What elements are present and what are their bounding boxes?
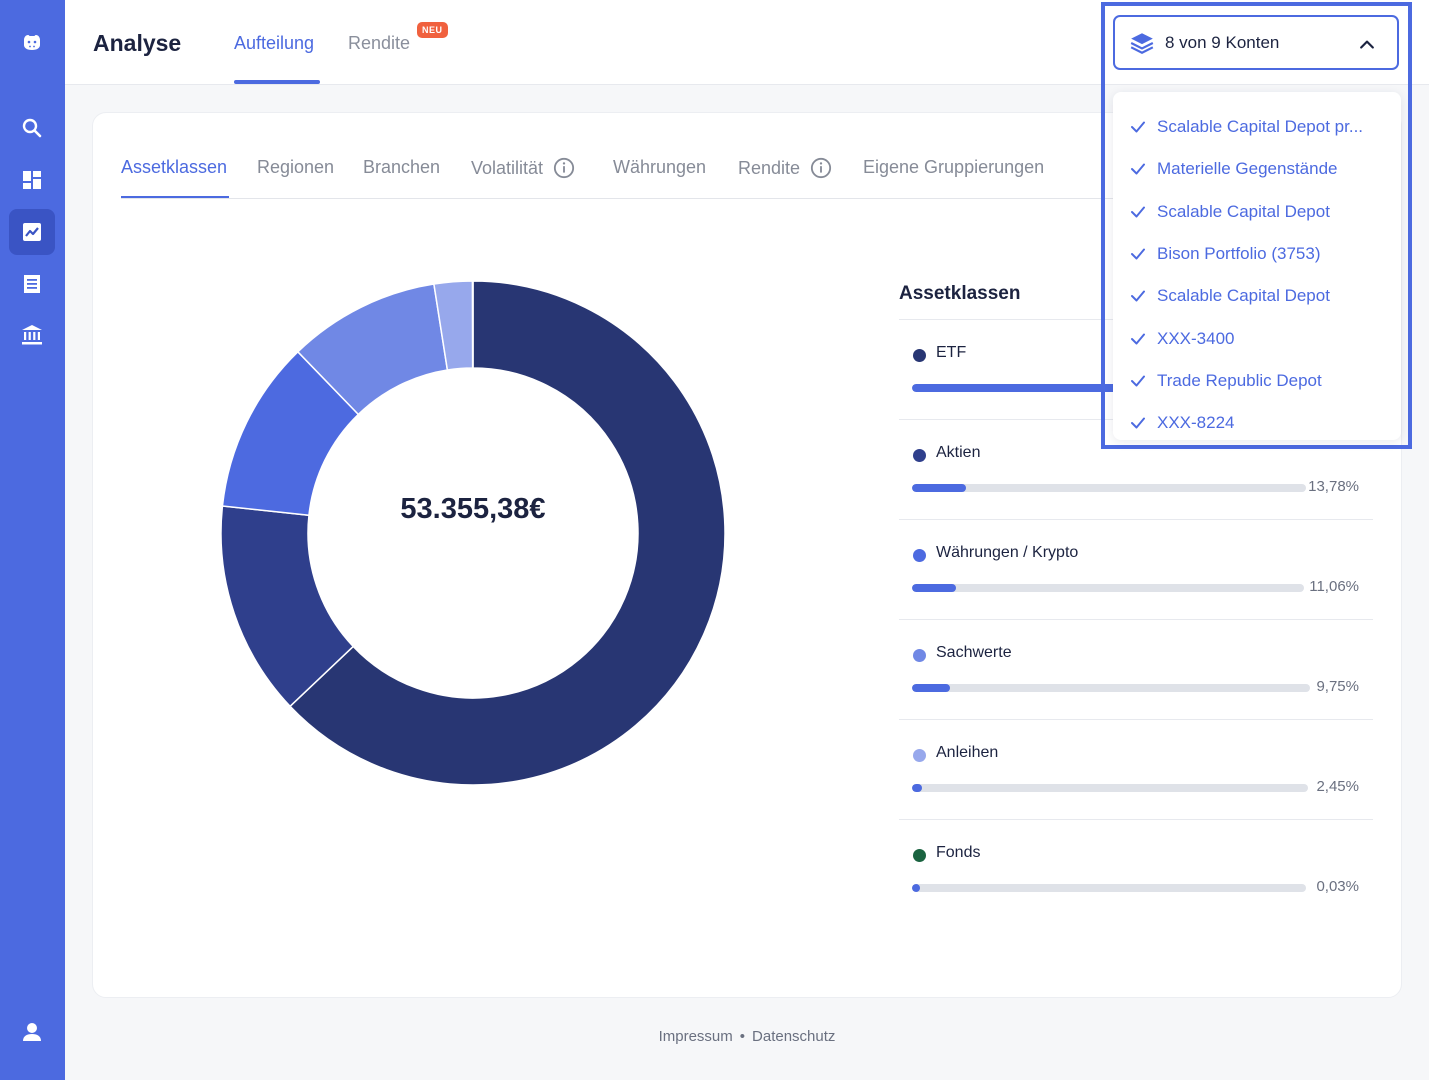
legend-label: Fonds	[936, 844, 981, 861]
legend-percentage: 13,78%	[1308, 478, 1359, 495]
legend-title: Assetklassen	[899, 283, 1021, 304]
check-icon	[1131, 333, 1145, 344]
account-dropdown: Scalable Capital Depot pr... Materielle G…	[1113, 92, 1401, 440]
progress-fill	[912, 584, 956, 592]
account-option-label: XXX-8224	[1157, 413, 1235, 433]
progress-fill	[912, 384, 1160, 392]
chevron-up-icon[interactable]	[1357, 35, 1377, 55]
check-icon	[1131, 417, 1145, 429]
account-option-label: Scalable Capital Depot	[1157, 201, 1330, 221]
account-selector-highlight	[1101, 2, 1412, 449]
legend-row[interactable]: Währungen / Krypto 11,06%	[899, 519, 1373, 619]
tab-active-indicator	[234, 80, 320, 84]
chart-icon[interactable]	[9, 209, 55, 255]
legend-dot	[913, 349, 926, 362]
progress-fill	[912, 684, 951, 692]
check-icon	[1131, 206, 1145, 218]
account-option-label: Trade Republic Depot	[1157, 370, 1322, 390]
legend-dot	[913, 549, 926, 562]
tab-aufteilung[interactable]: Aufteilung	[234, 33, 315, 53]
legend-percentage: 9,75%	[1316, 678, 1359, 695]
subtab-volatilitaet[interactable]: Volatilität	[471, 157, 575, 179]
progress-bar	[912, 684, 1310, 692]
subtab-regionen[interactable]: Regionen	[257, 157, 335, 177]
legend-row[interactable]: Fonds 0,03%	[899, 819, 1373, 919]
legend-label: Aktien	[936, 444, 981, 461]
subtab-assetklassen[interactable]: Assetklassen	[121, 157, 228, 177]
legend-label: Währungen / Krypto	[936, 544, 1079, 561]
allocation-donut-chart	[220, 280, 726, 786]
account-option-label: Scalable Capital Depot	[1157, 286, 1330, 306]
sidebar	[0, 0, 65, 1080]
info-icon[interactable]	[810, 157, 832, 179]
subtab-active-indicator	[121, 196, 229, 198]
legend-dot	[913, 449, 926, 462]
account-option[interactable]: Trade Republic Depot	[1113, 360, 1401, 402]
progress-bar	[912, 884, 1306, 892]
bank-icon[interactable]	[9, 312, 55, 358]
donut-slice-etf[interactable]	[288, 280, 726, 786]
page-title: Analyse	[93, 30, 182, 56]
subtab-rendite[interactable]: Rendite	[738, 157, 832, 179]
account-option[interactable]: Materielle Gegenstände	[1113, 148, 1401, 190]
legend-dot	[913, 749, 926, 762]
account-option[interactable]: XXX-3400	[1113, 318, 1401, 360]
transactions-icon[interactable]	[9, 261, 55, 307]
legend-percentage: 11,06%	[1309, 578, 1359, 595]
progress-fill	[912, 484, 967, 492]
check-icon	[1131, 290, 1145, 302]
legend-percentage: 0,03%	[1316, 878, 1359, 895]
progress-fill	[912, 784, 922, 792]
legend-label: ETF	[936, 344, 967, 361]
tab-rendite[interactable]: Rendite	[348, 33, 411, 53]
subtab-eigene-gruppierungen[interactable]: Eigene Gruppierungen	[863, 157, 1045, 177]
check-icon	[1131, 375, 1145, 387]
search-icon[interactable]	[9, 105, 55, 151]
account-option[interactable]: Scalable Capital Depot pr...	[1113, 106, 1401, 148]
account-option[interactable]: Scalable Capital Depot	[1113, 191, 1401, 233]
account-option-label: Scalable Capital Depot pr...	[1157, 117, 1364, 136]
account-option-label: Materielle Gegenstände	[1157, 159, 1338, 179]
check-icon	[1131, 248, 1145, 260]
user-icon[interactable]	[9, 1009, 55, 1055]
check-icon	[1131, 121, 1145, 133]
footer: Impressum • Datenschutz	[65, 1028, 1429, 1045]
progress-bar	[912, 584, 1304, 592]
legend-row[interactable]: Anleihen 2,45%	[899, 719, 1373, 819]
new-badge: NEU	[417, 22, 448, 38]
portfolio-total: 53.355,38€	[400, 493, 546, 525]
legend-dot	[913, 849, 926, 862]
layers-icon	[1130, 32, 1154, 54]
subtab-branchen[interactable]: Branchen	[363, 157, 441, 177]
account-option[interactable]: Scalable Capital Depot	[1113, 275, 1401, 317]
subtab-waehrungen[interactable]: Währungen	[613, 157, 707, 177]
legend-dot	[913, 649, 926, 662]
datenschutz-link[interactable]: Datenschutz	[752, 1028, 836, 1045]
account-selector[interactable]: 8 von 9 Konten	[1113, 15, 1399, 70]
account-option[interactable]: Bison Portfolio (3753)	[1113, 233, 1401, 275]
dashboard-icon[interactable]	[9, 157, 55, 203]
info-icon[interactable]	[553, 157, 575, 179]
progress-bar	[912, 484, 1306, 492]
progress-fill	[912, 884, 920, 892]
account-selector-label: 8 von 9 Konten	[1165, 32, 1280, 52]
legend-label: Sachwerte	[936, 644, 1012, 661]
account-option[interactable]: XXX-8224	[1113, 402, 1401, 440]
legend-label: Anleihen	[936, 744, 999, 761]
sub-tabs: Assetklassen Regionen Branchen Volatilit…	[121, 157, 1181, 199]
progress-bar	[912, 784, 1308, 792]
impressum-link[interactable]: Impressum	[658, 1028, 733, 1045]
legend-row[interactable]: Sachwerte 9,75%	[899, 619, 1373, 719]
legend-percentage: 2,45%	[1316, 778, 1359, 795]
top-bar: Analyse Aufteilung Rendite NEU	[65, 0, 1429, 85]
account-option-label: Bison Portfolio (3753)	[1157, 243, 1321, 263]
hippo-logo-icon[interactable]	[9, 20, 55, 66]
account-option-label: XXX-3400	[1157, 328, 1235, 348]
footer-separator: •	[739, 1028, 746, 1045]
check-icon	[1131, 163, 1145, 175]
